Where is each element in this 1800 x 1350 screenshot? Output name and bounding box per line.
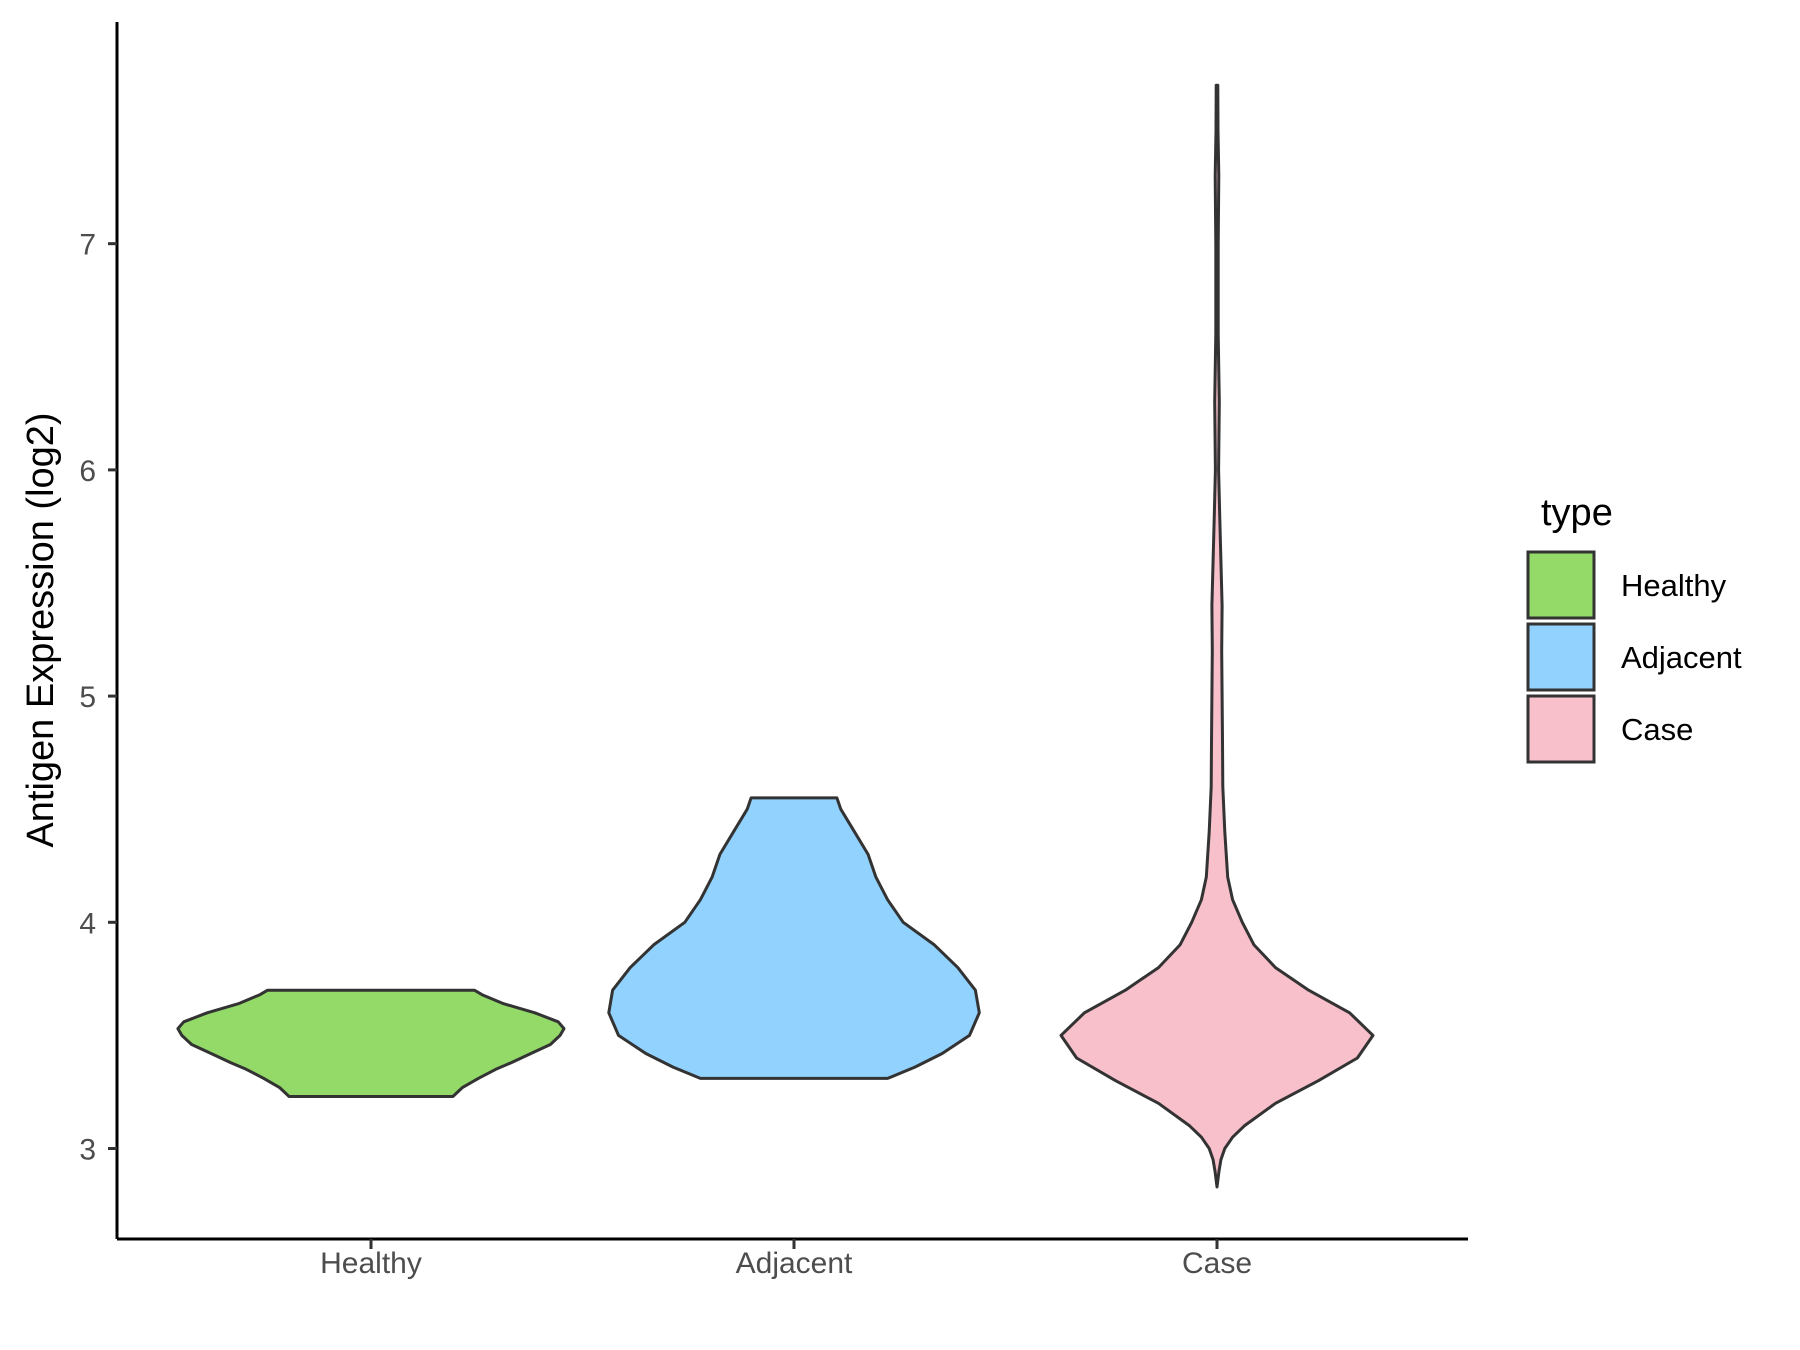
violin-case	[1059, 83, 1375, 1189]
legend-label-healthy: Healthy	[1621, 568, 1727, 603]
violins-layer	[176, 83, 1375, 1189]
violin-healthy	[176, 988, 566, 1098]
x-tick-label-healthy: Healthy	[320, 1247, 422, 1280]
x-tick-label-adjacent: Adjacent	[736, 1247, 853, 1280]
y-tick-label: 4	[79, 907, 96, 940]
x-tick-label-case: Case	[1182, 1247, 1252, 1280]
y-tick-label: 5	[79, 681, 96, 714]
y-tick-label: 6	[79, 455, 96, 488]
legend-title: type	[1541, 492, 1613, 534]
legend-label-case: Case	[1621, 712, 1693, 747]
legend-swatch-healthy	[1526, 550, 1596, 620]
violin-adjacent	[607, 796, 981, 1080]
y-ticks: 3 4 5 6 7	[79, 229, 117, 1167]
y-axis-title: Antigen Expression (log2)	[20, 412, 62, 847]
legend-swatch-case	[1526, 694, 1596, 764]
x-ticks: Healthy Adjacent Case	[320, 1239, 1252, 1280]
legend-label-adjacent: Adjacent	[1621, 640, 1742, 675]
legend-swatch-adjacent	[1526, 622, 1596, 692]
legend: type Healthy Adjacent Case	[1526, 492, 1742, 764]
y-tick-label: 7	[79, 229, 96, 262]
y-tick-label: 3	[79, 1134, 96, 1167]
